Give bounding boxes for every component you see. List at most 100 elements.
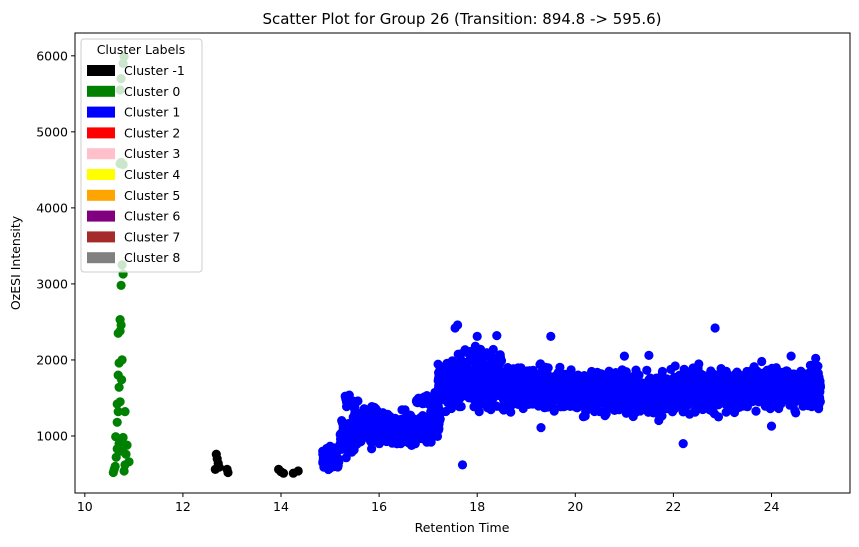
cluster-1-point (671, 391, 682, 402)
cluster-1-point (671, 381, 681, 391)
cluster-1-point (722, 396, 733, 406)
plot-area (74, 32, 851, 494)
y-axis: 1000 2000 3000 4000 5000 6000 (36, 48, 75, 443)
cluster-1-point (662, 374, 672, 384)
cluster-1-point (681, 391, 692, 402)
cluster-1-point (318, 446, 328, 456)
cluster-1-point (328, 453, 338, 463)
y-tick-label: 5000 (36, 124, 68, 139)
x-tick-label: 10 (77, 499, 93, 514)
cluster-1-point (541, 368, 551, 378)
cluster-1-point (806, 395, 816, 405)
cluster-1-point (705, 405, 715, 415)
cluster-0-point (117, 355, 127, 365)
cluster-1-point (402, 416, 412, 427)
cluster-1-point (573, 370, 583, 380)
cluster-1-point (777, 367, 788, 377)
x-tick-label: 18 (469, 499, 485, 514)
cluster-1-point (432, 431, 443, 441)
cluster-1-point (522, 366, 532, 376)
cluster--1-point (293, 466, 303, 476)
cluster-0-point (117, 446, 127, 456)
cluster-1-point (372, 406, 382, 416)
legend-label: Cluster -1 (124, 63, 185, 78)
cluster-1-point (600, 411, 610, 421)
cluster-0-point (113, 370, 123, 380)
cluster-1-point (787, 384, 797, 394)
cluster-1-point (557, 376, 567, 386)
cluster-0-point (116, 280, 126, 290)
cluster-1-point (813, 361, 823, 371)
cluster-1-point (618, 379, 628, 389)
cluster-1-point (571, 382, 581, 392)
cluster-0-point (122, 440, 132, 450)
cluster-1-point (463, 383, 473, 393)
cluster-0-point (114, 439, 124, 449)
cluster-1-point (470, 389, 480, 399)
cluster-1-point (417, 427, 427, 437)
cluster-1-point (525, 388, 535, 398)
cluster-1-point (811, 377, 821, 387)
cluster-0-point (110, 461, 120, 471)
legend-swatch (87, 85, 115, 97)
cluster-1-point (536, 423, 546, 433)
cluster-0-point (120, 407, 130, 417)
cluster-1-point (619, 351, 630, 361)
cluster-1-point (732, 381, 743, 391)
cluster--1-point (223, 467, 233, 478)
cluster-1-point (596, 369, 607, 379)
cluster-1-point (744, 396, 754, 406)
cluster-1-point (417, 433, 427, 443)
cluster-1-point (560, 393, 570, 403)
y-tick-label: 3000 (36, 276, 68, 291)
cluster-1-point (592, 399, 602, 409)
cluster-1-point (744, 369, 755, 379)
cluster-1-point (574, 401, 584, 412)
x-axis: 10 12 14 16 18 20 22 24 (77, 493, 780, 514)
cluster-1-point (501, 397, 511, 407)
cluster-1-point (802, 372, 812, 382)
cluster-1-point (759, 382, 770, 393)
legend-label: Cluster 4 (124, 167, 180, 182)
cluster-1-point (710, 323, 720, 333)
cluster-1-point (340, 419, 350, 429)
cluster-1-point (657, 366, 668, 377)
cluster-1-point (813, 389, 823, 399)
cluster-1-point (712, 395, 723, 405)
legend-label: Cluster 5 (124, 188, 180, 203)
cluster-1-point (412, 397, 422, 407)
cluster-1-point (790, 406, 800, 416)
cluster-1-point (498, 381, 509, 391)
legend-title: Cluster Labels (97, 42, 186, 57)
cluster-1-point (543, 398, 553, 408)
cluster-1-point (448, 364, 458, 374)
x-tick-label: 12 (175, 499, 191, 514)
cluster-0-point (112, 417, 122, 427)
cluster-0-point (115, 397, 125, 407)
cluster-1-point (583, 389, 593, 399)
cluster-1-point (757, 356, 767, 367)
legend-label: Cluster 6 (124, 209, 180, 224)
cluster-1-point (508, 364, 518, 374)
cluster-1-point (499, 405, 509, 415)
cluster-1-point (622, 395, 632, 405)
cluster-1-point (480, 382, 490, 392)
cluster-0-point (113, 407, 123, 417)
cluster-1-point (645, 373, 655, 383)
cluster-1-point (805, 360, 816, 370)
cluster-1-point (406, 429, 416, 439)
legend-label: Cluster 2 (124, 125, 180, 140)
cluster-1-point (717, 368, 727, 378)
cluster-1-point (453, 349, 463, 359)
cluster-1-point (627, 382, 637, 392)
cluster-1-point (455, 376, 465, 386)
cluster-1-point (356, 437, 366, 447)
cluster-1-point (469, 353, 479, 363)
cluster-1-point (580, 411, 590, 421)
legend-swatch (87, 210, 115, 222)
x-tick-label: 16 (371, 499, 387, 514)
cluster-1-point (769, 398, 779, 408)
cluster-0-point (114, 382, 124, 392)
cluster-1-point (811, 353, 821, 363)
